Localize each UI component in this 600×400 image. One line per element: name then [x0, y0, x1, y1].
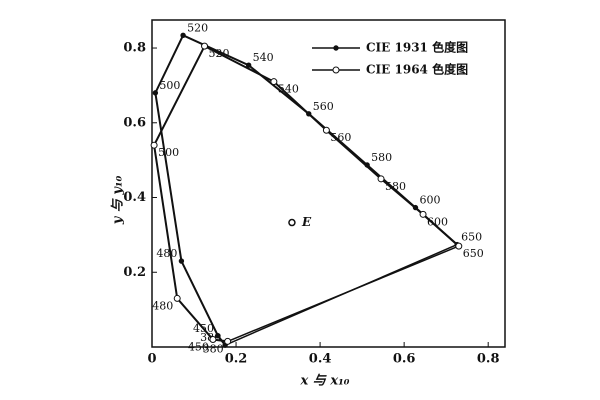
wavelength-label: 600: [419, 194, 440, 207]
legend-marker: [332, 66, 340, 74]
point: [201, 42, 209, 50]
annotation-point: [288, 218, 296, 227]
wavelength-label: 650: [461, 231, 482, 244]
point: [173, 294, 181, 302]
point: [377, 175, 385, 183]
series-line: [154, 34, 458, 346]
wavelength-label: 650: [463, 247, 484, 260]
point: [209, 336, 217, 344]
point: [322, 126, 330, 134]
y-axis-title: y 与 y₁₀: [111, 175, 126, 225]
plot-frame: [151, 19, 506, 348]
point: [152, 90, 159, 96]
point: [270, 78, 278, 86]
wavelength-label: 520: [187, 21, 208, 34]
x-tick-label: 0.8: [477, 352, 500, 367]
wavelength-label: 560: [313, 100, 334, 113]
wavelength-label: 560: [330, 131, 351, 144]
wavelength-label: 540: [278, 83, 299, 96]
x-tick-label: 0.6: [393, 352, 416, 367]
wavelength-label: 540: [253, 51, 274, 64]
x-axis-title: x 与 x₁₀: [300, 374, 350, 389]
wavelength-label: 480: [152, 299, 173, 312]
wavelength-label: 500: [159, 79, 180, 92]
point: [419, 210, 427, 218]
legend-label: CIE 1931 色度图: [366, 40, 468, 55]
wavelength-label: 480: [156, 247, 177, 260]
legend-marker: [333, 45, 339, 51]
wavelength-label: 500: [158, 146, 179, 159]
point: [455, 242, 463, 250]
y-tick-label: 0.4: [123, 190, 146, 205]
point: [215, 333, 221, 339]
y-tick-label: 0.2: [123, 265, 146, 280]
series-line: [153, 44, 460, 343]
wavelength-label: 380: [203, 342, 224, 355]
x-tick-label: 0.4: [309, 352, 332, 367]
wavelength-label: 450: [188, 341, 209, 354]
y-tick-label: 0.8: [123, 41, 146, 56]
point: [150, 141, 158, 149]
x-tick-label: 0: [147, 352, 156, 367]
annotation-label: E: [301, 215, 312, 229]
point: [224, 337, 232, 345]
point: [180, 32, 186, 39]
wavelength-label: 520: [209, 47, 230, 60]
x-tick-label: 0.2: [225, 352, 248, 367]
closing-line: [227, 245, 460, 343]
wavelength-label: 580: [385, 180, 406, 193]
wavelength-label: 600: [427, 215, 448, 228]
legend-label: CIE 1964 色度图: [366, 62, 468, 77]
y-tick-label: 0.6: [123, 115, 146, 130]
point: [245, 62, 252, 68]
point: [178, 258, 185, 264]
wavelength-label: 580: [371, 151, 392, 164]
